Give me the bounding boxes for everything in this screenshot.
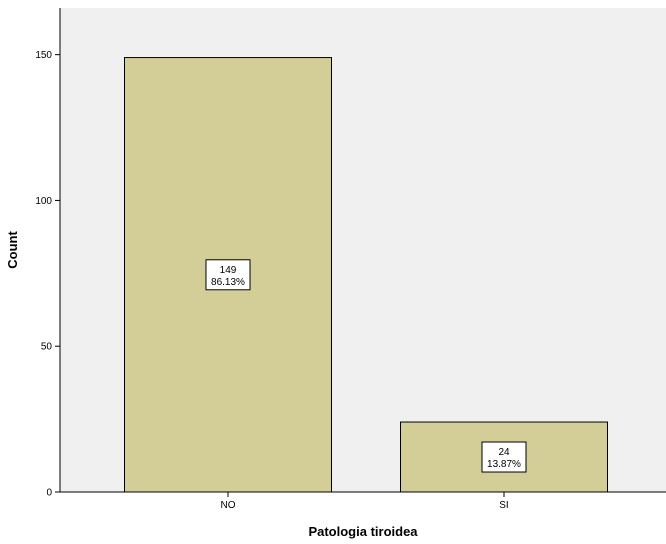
- x-axis-title: Patologia tiroidea: [308, 524, 418, 539]
- y-tick-label: 150: [35, 50, 52, 61]
- y-tick-label: 100: [35, 196, 52, 207]
- x-tick-label-no: NO: [221, 500, 236, 511]
- x-tick-label-si: SI: [499, 500, 508, 511]
- y-tick-label: 0: [46, 488, 52, 499]
- data-label-box: [205, 259, 251, 291]
- y-axis: 0 50 100 150: [35, 8, 61, 499]
- y-tick-label: 50: [41, 342, 53, 353]
- data-label-count: 24: [498, 447, 510, 458]
- data-label-count: 149: [220, 265, 237, 276]
- data-label-percent: 13.87%: [487, 459, 521, 470]
- x-axis: NO SI: [60, 491, 666, 511]
- data-label-box: [481, 441, 527, 473]
- data-label-percent: 86.13%: [211, 277, 245, 288]
- y-axis-title: Count: [5, 231, 20, 269]
